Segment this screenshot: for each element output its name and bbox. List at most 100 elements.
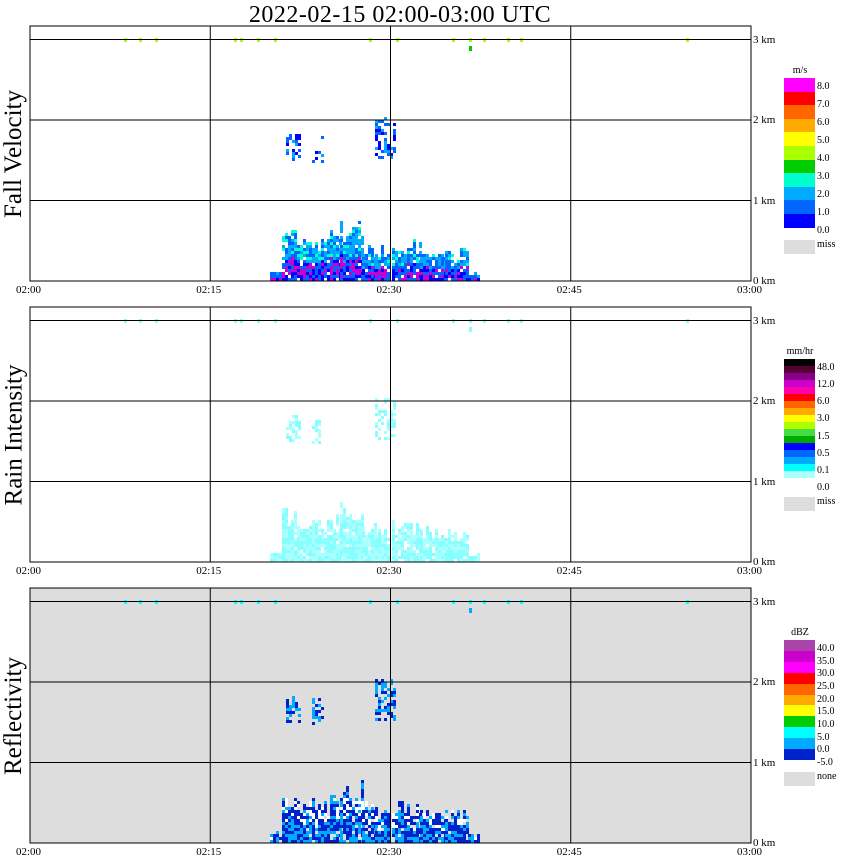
colorbar-swatch [784,366,815,373]
colorbar-label: 0.0 [817,482,830,493]
colorbar-swatch [784,436,815,443]
colorbar-swatch [784,457,815,464]
y-tick-label: 0 km [753,275,776,287]
colorbar-label: 40.0 [817,643,835,654]
colorbar-swatch [784,373,815,380]
x-tick-label: 02:00 [16,284,42,296]
x-tick-label: 02:45 [556,846,582,858]
colorbar-label: 5.0 [817,731,830,743]
colorbar-swatch [784,380,815,387]
x-tick-label: 02:30 [376,565,402,577]
panel-rain-intensity [29,306,752,563]
colorbar-swatch [784,716,815,728]
colorbar-swatch [784,214,815,228]
x-tick-label: 02:15 [196,846,222,858]
colorbar-label: 48.0 [817,362,835,373]
colorbar-label: 15.0 [817,706,835,718]
colorbar-swatch [784,683,815,695]
x-tick-label: 02:30 [376,846,402,858]
colorbar-label: 3.0 [817,170,830,182]
panel-fall-velocity [29,25,752,282]
x-tick-label: 02:15 [196,284,222,296]
colorbar-label: 12.0 [817,379,835,391]
colorbar-missing-label: miss [817,496,836,507]
panel-label: Fall Velocity [0,89,28,218]
y-tick-label: 1 km [753,194,776,207]
x-tick-label: 02:00 [16,565,42,577]
colorbar-swatch [784,429,815,436]
y-tick-label: 3 km [753,33,776,46]
colorbar-swatch [784,78,815,92]
colorbar-swatch [784,394,815,401]
y-tick-label: 0 km [753,556,776,568]
plot-frame [29,306,752,563]
panel-reflectivity [29,587,752,844]
x-tick-label: 02:15 [196,565,222,577]
colorbar-label: 0.0 [817,744,830,756]
colorbar-label: 0.0 [817,224,830,236]
y-tick-label: 0 km [753,837,776,849]
x-tick-label: 03:00 [737,284,763,296]
colorbar-label: 5.0 [817,134,830,146]
echo-layer [124,38,689,281]
colorbar-swatch [784,422,815,429]
colorbar-swatch [784,694,815,706]
colorbar-missing-label: none [817,770,837,782]
echo-layer [124,319,689,562]
colorbar-label: 8.0 [817,81,830,92]
panel-label: Reflectivity [0,656,28,775]
colorbar-label: 35.0 [817,655,835,667]
colorbar-swatch [784,200,815,215]
colorbar-swatch [784,727,815,739]
colorbar-label: 1.0 [817,206,830,218]
colorbar-unit: m/s [792,65,808,76]
y-tick-label: 3 km [753,595,776,608]
colorbar-missing-swatch [784,497,815,511]
colorbar-swatch [784,738,815,750]
colorbar-swatch [784,159,815,174]
colorbar-swatch [784,478,815,485]
colorbar-unit: dBZ [791,627,809,638]
colorbar-swatch [784,173,815,188]
colorbar-swatch [784,471,815,478]
colorbar-label: 3.0 [817,413,830,425]
colorbar-label: 0.5 [817,447,830,459]
colorbar-label: 2.0 [817,188,830,200]
colorbar-swatch [784,640,815,651]
colorbar-swatch [784,450,815,457]
colorbar-label: 30.0 [817,668,835,680]
colorbar-label: -5.0 [817,756,833,768]
colorbar-swatch [784,650,815,662]
x-tick-label: 02:45 [556,565,582,577]
panel-label: Rain Intensity [0,364,27,505]
echo-layer [124,600,689,843]
colorbar-swatch [784,443,815,450]
colorbar-swatch [784,749,815,760]
colorbar-swatch [784,401,815,408]
x-tick-label: 02:00 [16,846,42,858]
x-tick-label: 03:00 [737,565,763,577]
y-tick-label: 1 km [753,475,776,488]
y-tick-label: 2 km [753,114,776,126]
colorbar-swatch [784,146,815,160]
colorbar-swatch [784,105,815,120]
colorbar-missing-swatch [784,239,815,254]
colorbar-swatch [784,464,815,471]
y-tick-label: 1 km [753,756,776,769]
y-tick-label: 2 km [753,395,776,407]
chart-title: 2022-02-15 02:00-03:00 UTC [248,2,552,28]
colorbar-swatch [784,661,815,673]
colorbar-label: 7.0 [817,98,830,110]
colorbar-swatch [784,705,815,717]
colorbar-swatch [784,91,815,106]
plot-frame [29,587,752,844]
colorbar-swatch [784,118,815,133]
colorbar-label: 20.0 [817,693,835,705]
colorbar-label: 0.1 [817,464,830,476]
y-tick-label: 3 km [753,314,776,327]
colorbar-swatch [784,186,815,201]
colorbar-swatch [784,415,815,422]
colorbar-label: 6.0 [817,396,830,408]
colorbar-missing-label: miss [817,238,836,250]
colorbar-label: 6.0 [817,116,830,128]
